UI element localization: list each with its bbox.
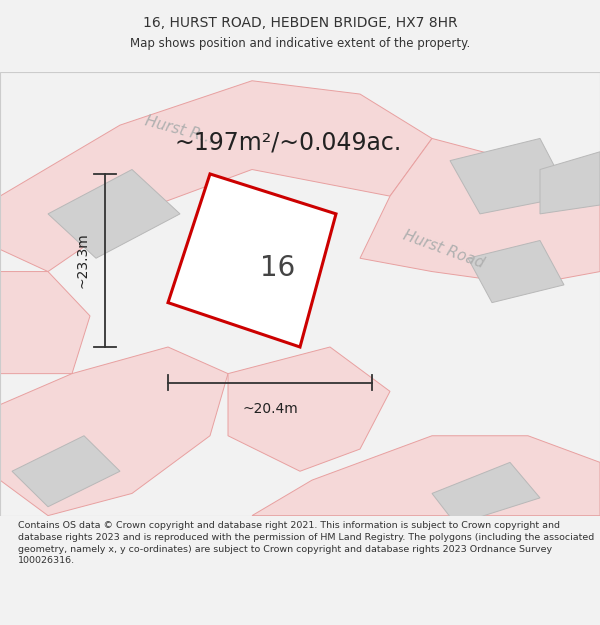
Polygon shape [168, 174, 336, 347]
Text: 16, HURST ROAD, HEBDEN BRIDGE, HX7 8HR: 16, HURST ROAD, HEBDEN BRIDGE, HX7 8HR [143, 16, 457, 30]
Polygon shape [252, 436, 600, 516]
Text: Contains OS data © Crown copyright and database right 2021. This information is : Contains OS data © Crown copyright and d… [18, 521, 594, 566]
Polygon shape [0, 271, 90, 374]
Polygon shape [450, 138, 570, 214]
Polygon shape [432, 462, 540, 524]
Polygon shape [468, 241, 564, 302]
Text: ~23.3m: ~23.3m [76, 232, 90, 288]
Text: Map shows position and indicative extent of the property.: Map shows position and indicative extent… [130, 38, 470, 50]
Text: ~20.4m: ~20.4m [242, 402, 298, 416]
Polygon shape [12, 436, 120, 507]
Text: Hurst Road: Hurst Road [401, 228, 487, 271]
Polygon shape [0, 81, 432, 271]
Text: 16: 16 [260, 254, 295, 282]
Text: ~197m²/~0.049ac.: ~197m²/~0.049ac. [175, 131, 401, 155]
Text: Hurst R...: Hurst R... [143, 113, 217, 146]
Polygon shape [228, 347, 390, 471]
Polygon shape [0, 347, 228, 516]
Polygon shape [540, 152, 600, 214]
Polygon shape [48, 169, 180, 258]
Polygon shape [360, 138, 600, 285]
